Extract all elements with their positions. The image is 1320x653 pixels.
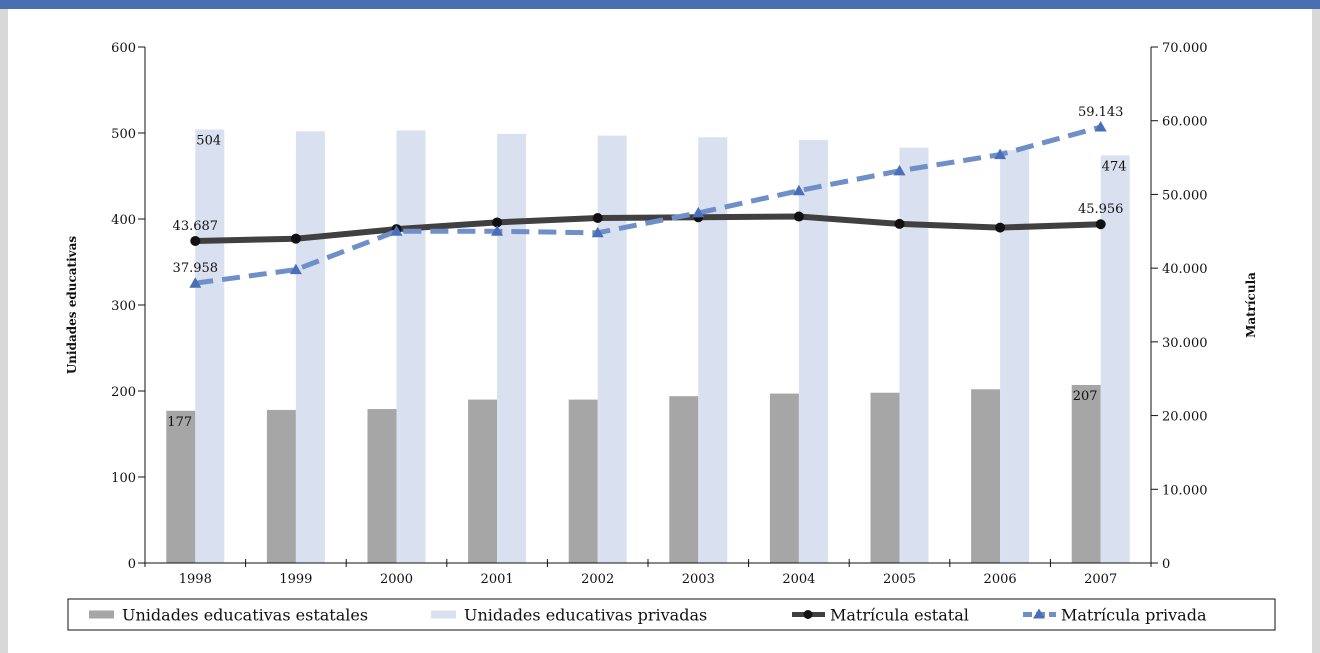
x-tick-label: 2006 [984,572,1017,587]
data-label: 474 [1102,159,1127,174]
legend-label: Matrícula estatal [830,606,969,625]
bar-privada-2001 [497,133,527,564]
legend-swatch [89,610,114,619]
bar-estatal-2006 [971,389,1001,563]
y-tick-label-left: 200 [111,385,136,400]
x-tick-label: 1999 [279,572,312,587]
marker-privada-2001 [491,225,504,236]
marker-privada-2002 [591,226,604,238]
x-tick-label: 2000 [380,572,413,587]
bar-estatal-2004 [769,393,799,563]
y-tick-label-left: 600 [111,41,136,56]
y-tick-label-right: 10.000 [1162,483,1208,498]
marker-privada-1998 [189,277,202,288]
data-label: 59.143 [1078,105,1124,120]
marker-privada-2006 [994,148,1007,160]
bar-privada-2006 [1000,150,1030,563]
y-tick-label-left: 500 [111,127,136,142]
bar-privada-2005 [899,147,929,563]
marker-privada-1999 [289,263,302,275]
legend-box [67,598,1276,631]
bar-estatal-1998 [166,410,196,563]
x-tick-label: 2001 [481,572,514,587]
legend-label: Unidades educativas estatales [122,606,368,625]
legend-label: Unidades educativas privadas [464,606,707,625]
right-margin [1312,9,1320,653]
bar-privada-1998 [195,129,225,563]
y-tick-label-right: 0 [1162,557,1170,572]
x-tick-label: 1998 [179,572,212,587]
x-tick-label: 2002 [581,572,614,587]
top-accent-bar [0,0,1320,9]
marker-estatal-2001 [492,217,503,228]
y-tick-label-left: 400 [111,213,136,228]
y-axis-title-left: Unidades educativas [65,236,79,375]
x-tick-label: 2007 [1084,572,1117,587]
marker-estatal-2002 [592,213,603,224]
y-tick-label-left: 100 [111,471,136,486]
data-label: 207 [1073,389,1098,404]
bar-estatal-2003 [669,396,699,563]
y-axis-title-right: Matrícula [1244,272,1258,338]
data-label: 504 [196,134,221,149]
marker-estatal-2007 [1095,219,1106,230]
chart-panel: 0 100 200 300 400 500 600 0 10.000 20.000 30.000 40… [8,9,1312,653]
y-tick-label-right: 70.000 [1162,41,1208,56]
legend-marker [1033,608,1045,619]
line-matricula-estatal [195,213,1101,244]
bar-privada-2004 [798,139,828,563]
y-tick-label-left: 0 [128,557,136,572]
left-margin [0,9,8,653]
legend-label: Matrícula privada [1061,606,1207,625]
marker-estatal-1998 [190,235,201,246]
bar-estatal-2002 [568,399,598,563]
marker-privada-2007 [1094,121,1107,132]
marker-privada-2005 [893,164,906,176]
y-tick-label-left: 300 [111,299,136,314]
legend-swatch [431,610,456,619]
x-tick-label: 2005 [883,572,916,587]
marker-privada-2004 [792,184,805,196]
x-tick-label: 2003 [682,572,715,587]
bar-privada-2002 [597,135,627,563]
bar-privada-2003 [698,137,728,564]
y-tick-label-right: 30.000 [1162,336,1208,351]
data-label: 37.958 [173,261,219,276]
bar-estatal-1999 [266,409,296,563]
marker-estatal-1999 [290,233,301,244]
bar-privada-1999 [295,131,325,563]
bar-estatal-2007 [1071,384,1101,563]
legend-marker [803,610,813,619]
combo-chart: 0 100 200 300 400 500 600 0 10.000 20.000 30.000 40… [65,41,1276,631]
y-tick-label-right: 50.000 [1162,188,1208,203]
marker-estatal-2004 [793,211,804,222]
data-label: 43.687 [173,219,219,234]
y-tick-label-right: 20.000 [1162,410,1208,425]
y-tick-label-right: 40.000 [1162,262,1208,277]
x-tick-label: 2004 [782,572,815,587]
marker-privada-2003 [692,206,705,218]
marker-estatal-2006 [995,222,1006,233]
line-matricula-privada [194,124,1102,286]
bar-estatal-2000 [367,409,397,563]
bar-estatal-2001 [468,399,498,563]
y-tick-label-right: 60.000 [1162,115,1208,130]
marker-privada-2000 [390,225,403,236]
data-label: 45.956 [1078,202,1124,217]
marker-estatal-2005 [894,218,905,229]
bar-estatal-2005 [870,392,900,563]
data-label: 177 [167,415,192,430]
bar-privada-2000 [396,130,426,564]
